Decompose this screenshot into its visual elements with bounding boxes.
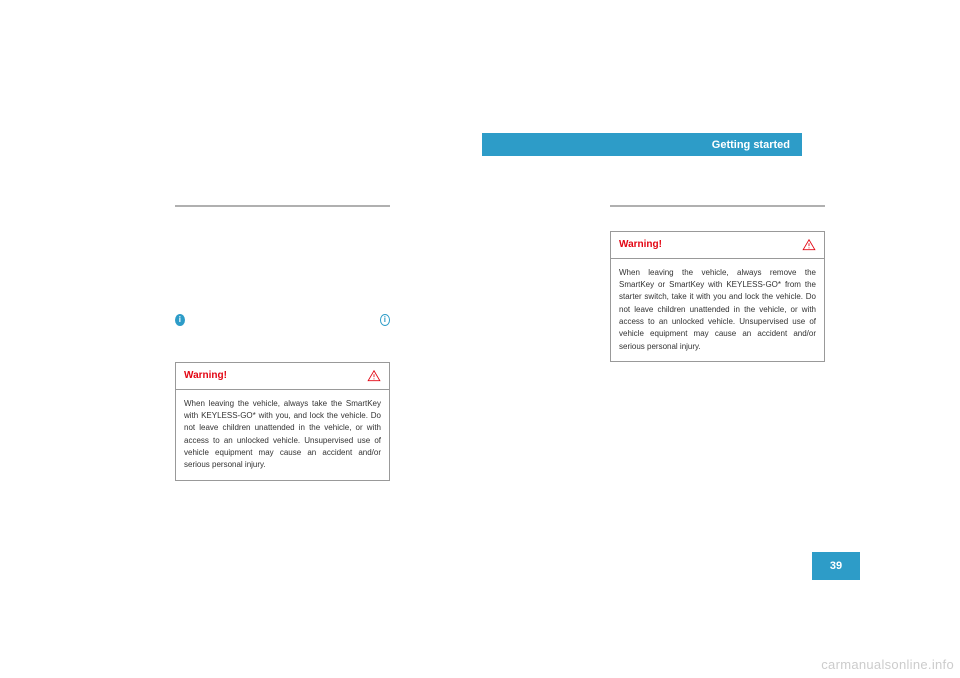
divider xyxy=(175,205,390,207)
info-icon-row: i i xyxy=(175,314,390,334)
warning-triangle-icon xyxy=(367,369,381,383)
right-column: Warning! When leaving the vehicle, alway… xyxy=(610,205,825,362)
warning-title: Warning! xyxy=(184,370,227,381)
page-number-badge: 39 xyxy=(812,552,860,580)
page-number-value: 39 xyxy=(830,560,842,572)
warning-text: When leaving the vehicle, always take th… xyxy=(176,390,389,480)
gap xyxy=(610,219,825,231)
watermark-text: carmanualsonline.info xyxy=(821,657,954,672)
warning-box-left: Warning! When leaving the vehicle, alway… xyxy=(175,362,390,481)
warning-header: Warning! xyxy=(611,232,824,259)
section-header: Getting started xyxy=(482,133,802,156)
info-icon: i xyxy=(175,314,185,326)
warning-text: When leaving the vehicle, always remove … xyxy=(611,259,824,362)
section-title: Getting started xyxy=(712,139,790,151)
divider xyxy=(610,205,825,207)
manual-page: Getting started i i Warning! When leavin… xyxy=(0,0,960,678)
content-spacer xyxy=(175,219,390,269)
warning-title: Warning! xyxy=(619,239,662,250)
info-icon-outline: i xyxy=(380,314,390,326)
warning-header: Warning! xyxy=(176,363,389,390)
warning-box-right: Warning! When leaving the vehicle, alway… xyxy=(610,231,825,363)
warning-triangle-icon xyxy=(802,238,816,252)
left-column: i i Warning! When leaving the vehicle, a… xyxy=(175,205,390,481)
